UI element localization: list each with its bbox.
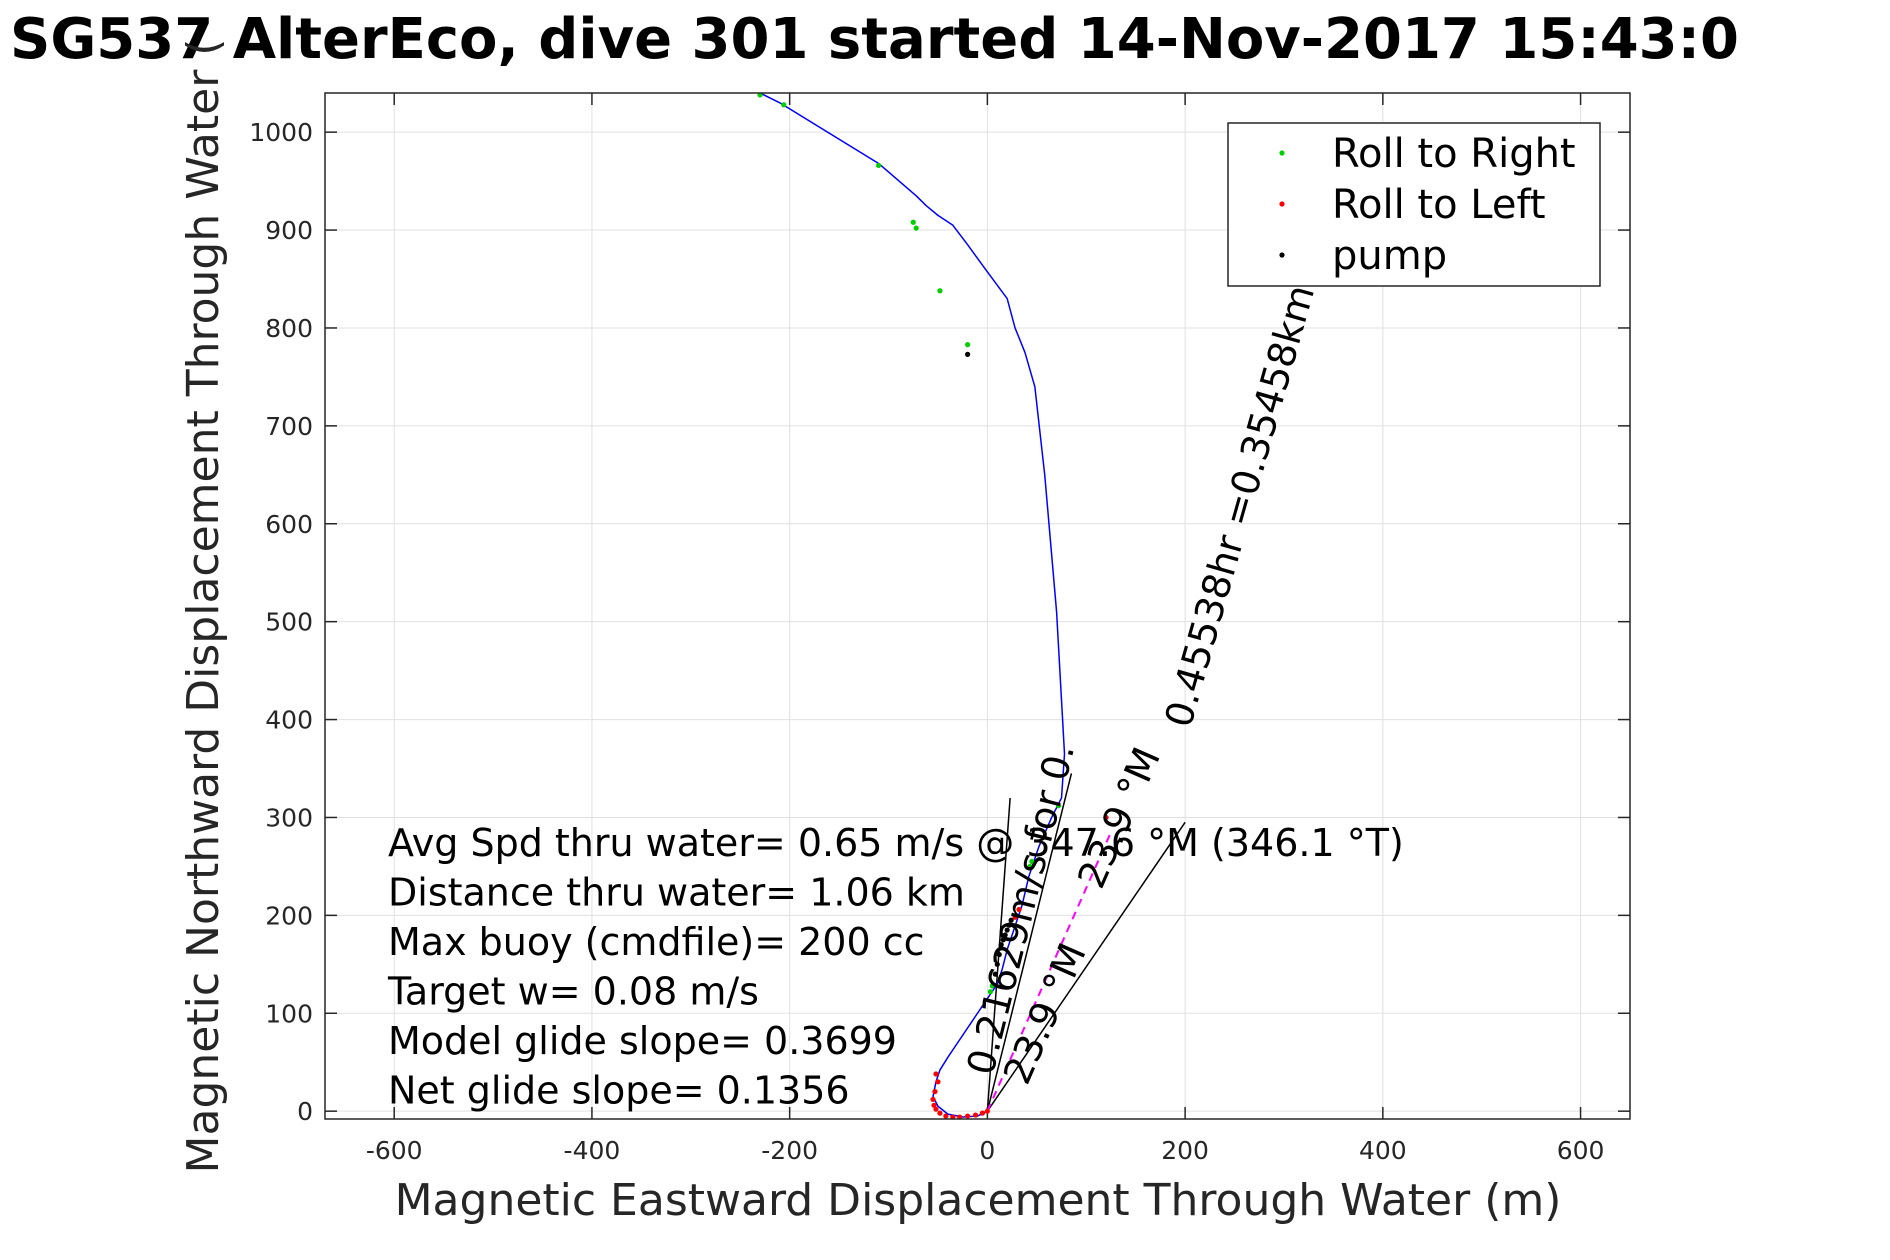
roll-to-right-point bbox=[913, 225, 919, 231]
track-line bbox=[759, 92, 1066, 1118]
pump-point bbox=[1008, 917, 1014, 923]
legend-box bbox=[1227, 122, 1601, 287]
pump-point bbox=[994, 961, 1000, 967]
roll-to-left-point bbox=[965, 1113, 971, 1119]
heading-vector-line bbox=[986, 831, 1112, 1112]
chart-title: SG537 AlterEco, dive 301 started 14-Nov-… bbox=[10, 7, 1739, 72]
x-tick-label: -600 bbox=[366, 1136, 423, 1165]
legend-marker bbox=[1279, 201, 1285, 207]
x-tick-label: 600 bbox=[1557, 1136, 1605, 1165]
pump-point bbox=[992, 971, 998, 977]
y-tick-label: 0 bbox=[297, 1097, 313, 1126]
roll-to-left-point bbox=[1103, 814, 1109, 821]
roll-to-right-point bbox=[1029, 858, 1035, 865]
y-tick-label: 1000 bbox=[249, 118, 313, 147]
y-tick-label: 200 bbox=[265, 901, 313, 930]
roll-to-left-point bbox=[933, 1071, 939, 1077]
x-tick-label: 0 bbox=[979, 1136, 995, 1165]
roll-to-left-point bbox=[930, 1096, 936, 1103]
legend-marker bbox=[1279, 252, 1285, 258]
ticks: -600 -400 -200 0 200 400 600 0 100 200 300 400 500 60… bbox=[249, 93, 1630, 1165]
pump-point bbox=[998, 942, 1004, 948]
vector-line bbox=[986, 821, 1186, 1112]
roll-to-right-point bbox=[989, 983, 995, 989]
pump-point bbox=[965, 351, 971, 357]
roll-to-right-point bbox=[876, 162, 882, 169]
annotation-line: Max buoy (cmdfile)= 200 cc bbox=[388, 920, 925, 964]
x-tick-label: 200 bbox=[1161, 1136, 1209, 1165]
roll-to-left-point bbox=[1016, 906, 1022, 913]
x-axis-label: Magnetic Eastward Displacement Through W… bbox=[395, 1175, 1562, 1226]
legend-label: Roll to Left bbox=[1332, 182, 1546, 228]
roll-to-left-point bbox=[935, 1079, 941, 1085]
roll-to-right-point bbox=[781, 102, 787, 108]
pump-point bbox=[1006, 922, 1012, 928]
pump-point bbox=[1004, 927, 1010, 933]
roll-to-left-point bbox=[1012, 914, 1018, 920]
roll-to-right-point bbox=[1055, 803, 1062, 809]
roll-to-right-point bbox=[910, 219, 916, 225]
y-tick-label: 500 bbox=[265, 608, 313, 637]
annotation-line: Model glide slope= 0.3699 bbox=[388, 1019, 897, 1063]
pump-point bbox=[1002, 932, 1008, 938]
legend: Roll to Right Roll to Left pump bbox=[1227, 122, 1601, 287]
legend-label: pump bbox=[1332, 233, 1447, 279]
x-tick-label: -200 bbox=[761, 1136, 818, 1165]
legend-label: Roll to Right bbox=[1332, 131, 1576, 177]
roll-to-right-point bbox=[965, 342, 971, 348]
y-tick-label: 600 bbox=[265, 510, 313, 539]
annotation-line: Avg Spd thru water= 0.65 m/s @ 347.6 °M … bbox=[388, 821, 1404, 865]
y-axis-label: Magnetic Northward Displacement Through … bbox=[178, 39, 229, 1174]
vector-line bbox=[986, 773, 1073, 1112]
legend-marker bbox=[1279, 150, 1285, 156]
pump-point bbox=[1000, 937, 1006, 943]
roll-to-left-point bbox=[937, 1110, 943, 1116]
roll-to-left-point bbox=[931, 1102, 937, 1108]
y-tick-label: 700 bbox=[265, 412, 313, 441]
roll-to-left-point bbox=[932, 1088, 938, 1095]
pump-point bbox=[996, 951, 1002, 958]
roll-to-left-point bbox=[943, 1113, 949, 1119]
roll-to-right-point bbox=[937, 288, 943, 294]
roll-to-right-point bbox=[987, 989, 993, 995]
annotation-line: Net glide slope= 0.1356 bbox=[388, 1069, 850, 1113]
roll-to-right-point bbox=[1027, 863, 1033, 870]
roll-to-left-point bbox=[979, 1110, 986, 1116]
annotations: Avg Spd thru water= 0.65 m/s @ 347.6 °M … bbox=[387, 821, 1404, 1113]
x-tick-label: -400 bbox=[564, 1136, 621, 1165]
y-tick-label: 300 bbox=[265, 803, 313, 832]
roll-to-left-point bbox=[984, 1108, 990, 1114]
roll-to-left-point bbox=[933, 1106, 939, 1112]
annotation-line: Distance thru water= 1.06 km bbox=[388, 871, 965, 915]
x-tick-label: 400 bbox=[1359, 1136, 1407, 1165]
y-tick-label: 900 bbox=[265, 216, 313, 245]
y-tick-label: 400 bbox=[265, 706, 313, 735]
y-tick-label: 800 bbox=[265, 314, 313, 343]
annotation-line: Target w= 0.08 m/s bbox=[387, 970, 759, 1014]
plot-layer bbox=[757, 92, 1109, 1120]
axes-box bbox=[324, 92, 1631, 1120]
y-tick-label: 100 bbox=[265, 999, 313, 1028]
roll-to-left-point bbox=[972, 1112, 979, 1118]
